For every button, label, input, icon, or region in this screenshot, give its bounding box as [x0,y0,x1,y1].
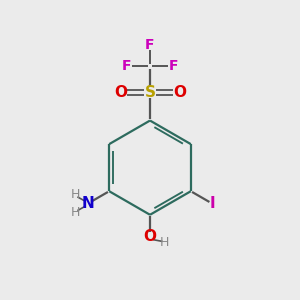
Text: O: O [173,85,186,100]
Text: I: I [210,196,215,211]
Text: F: F [122,59,131,73]
Text: H: H [70,206,80,219]
Text: O: O [143,230,157,244]
Text: H: H [70,188,80,201]
Text: O: O [114,85,127,100]
Text: N: N [81,196,94,211]
Text: S: S [145,85,155,100]
Text: F: F [169,59,178,73]
Text: H: H [159,236,169,249]
Text: F: F [145,38,155,52]
